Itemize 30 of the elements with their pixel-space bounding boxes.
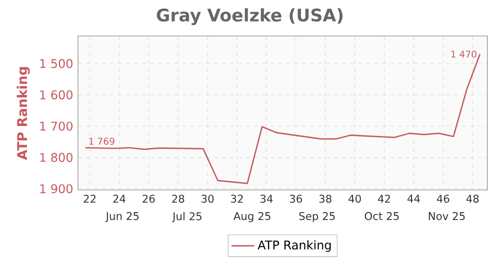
x-tick-label: 48 bbox=[466, 194, 479, 203]
text: Nov 25 bbox=[428, 212, 465, 220]
x-tick-label: 32 bbox=[231, 194, 243, 203]
x-tick-label: 36 bbox=[290, 194, 302, 203]
x-tick-label: 44 bbox=[407, 194, 420, 202]
y-tick-label: 1 800 bbox=[40, 152, 72, 162]
y-tick-label: 1 500 bbox=[40, 59, 72, 68]
x-tick-label: 28 bbox=[172, 194, 184, 203]
x-tick-label: 26 bbox=[142, 194, 155, 203]
x-tick-label: 40 bbox=[348, 194, 361, 203]
x-tick-label: 34 bbox=[260, 194, 273, 203]
text: Jul 25 bbox=[172, 212, 202, 222]
x-tick-label: 46 bbox=[436, 194, 450, 203]
x-tick-label: 22 bbox=[84, 194, 96, 203]
y-tick-label: 1 600 bbox=[40, 90, 72, 100]
data-label: 1 769 bbox=[89, 138, 114, 145]
text: Jun 25 bbox=[105, 212, 139, 222]
text: Aug 25 bbox=[233, 212, 270, 222]
x-tick-label: 24 bbox=[113, 194, 126, 203]
data-label: 1 470 bbox=[451, 50, 476, 58]
chart-title: Gray Voelzke (USA) bbox=[156, 8, 343, 26]
y-axis-title: ATP Ranking bbox=[16, 67, 30, 160]
text: Oct 25 bbox=[364, 212, 399, 220]
x-tick-label: 38 bbox=[319, 194, 332, 203]
x-tick-label: 30 bbox=[202, 194, 214, 203]
text: Sep 25 bbox=[299, 212, 335, 222]
y-tick-label: 1 900 bbox=[40, 184, 72, 194]
x-tick-label: 42 bbox=[378, 194, 390, 203]
legend-label: ATP Ranking bbox=[258, 240, 331, 252]
y-tick-label: 1 700 bbox=[40, 122, 72, 131]
